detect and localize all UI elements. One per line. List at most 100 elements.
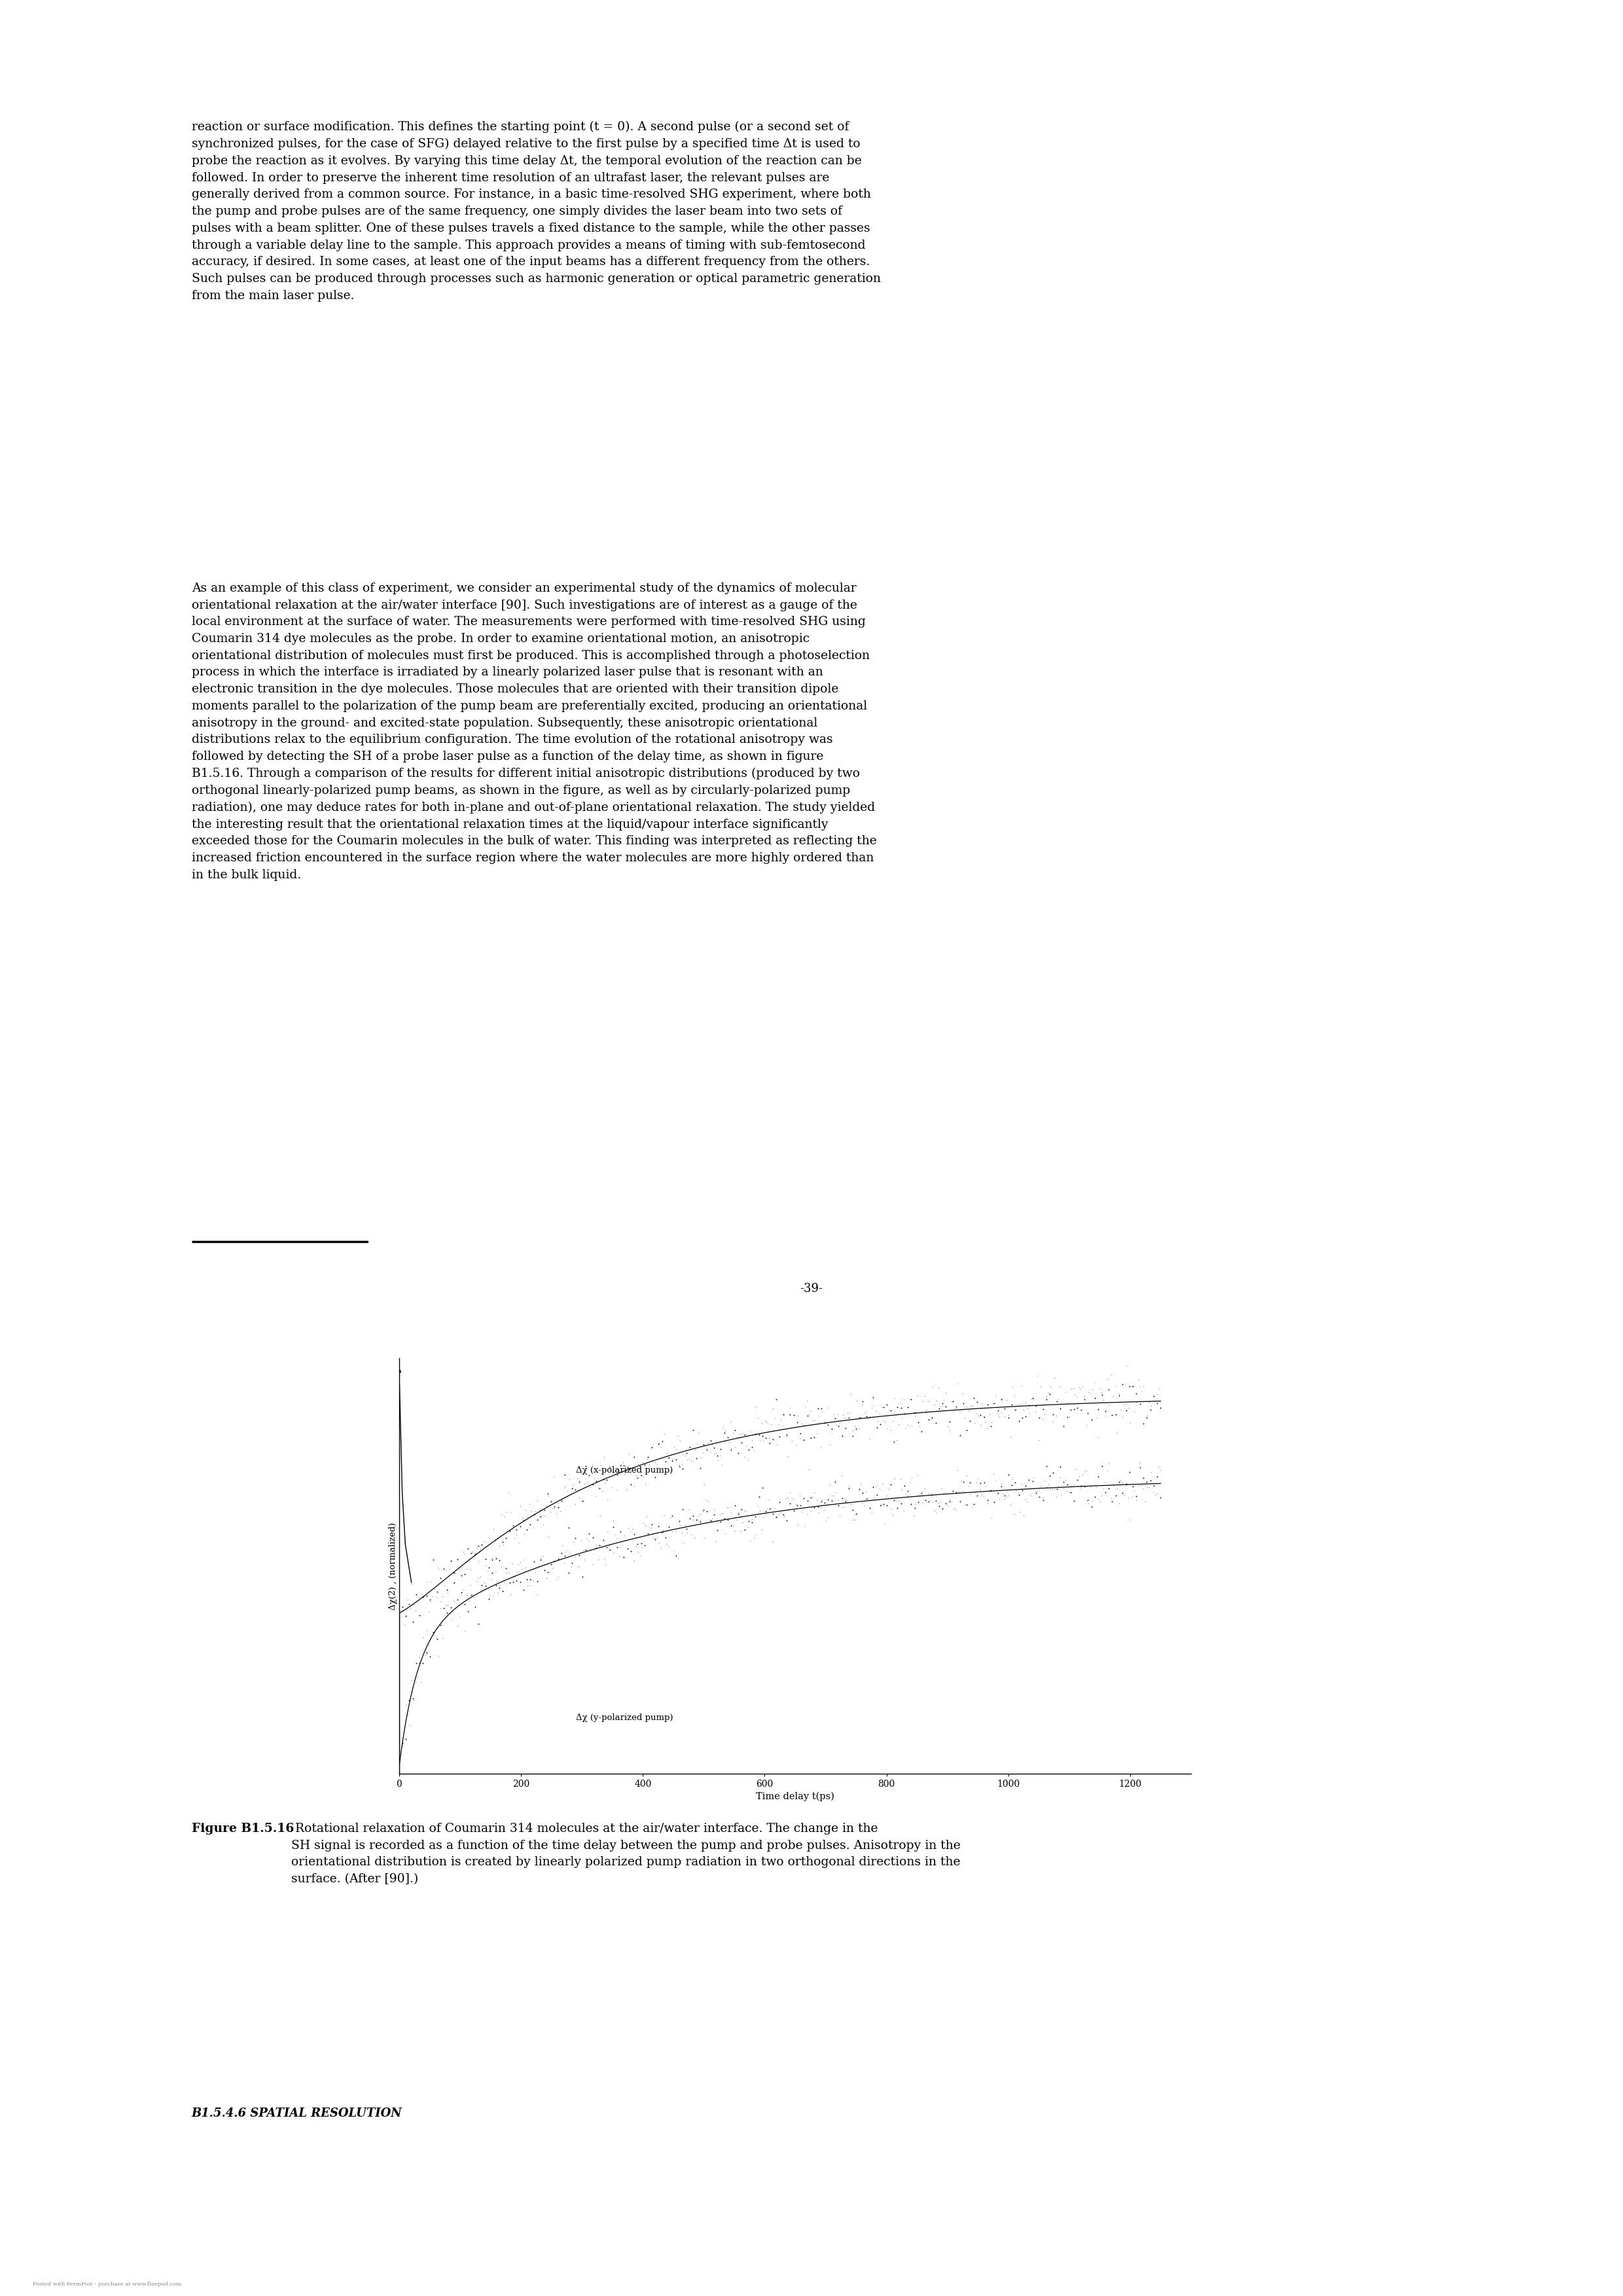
Point (661, 1428, 687, 1465)
Point (1001, 1391, 1027, 1428)
Point (867, 1472, 893, 1508)
Point (854, 1474, 880, 1511)
Point (893, 1410, 919, 1446)
Point (1117, 1502, 1143, 1538)
Point (656, 1440, 682, 1476)
Point (725, 1495, 751, 1531)
Point (690, 1426, 716, 1463)
Point (727, 1513, 753, 1550)
Point (1099, 1357, 1125, 1394)
Point (774, 1417, 800, 1453)
Point (974, 1387, 1000, 1424)
Point (813, 1502, 839, 1538)
Point (665, 1541, 691, 1577)
Point (1068, 1391, 1094, 1428)
Point (493, 1520, 519, 1557)
Point (534, 1559, 560, 1596)
Point (683, 1426, 709, 1463)
Point (578, 1469, 604, 1506)
Point (820, 1414, 846, 1451)
Point (430, 1589, 456, 1626)
Point (1016, 1394, 1042, 1430)
Point (1003, 1472, 1029, 1508)
Point (476, 1580, 502, 1616)
Point (818, 1483, 844, 1520)
Point (704, 1511, 730, 1548)
Point (984, 1396, 1010, 1433)
Point (463, 1536, 489, 1573)
Point (669, 1446, 695, 1483)
Point (1134, 1469, 1160, 1506)
Point (591, 1522, 617, 1559)
Point (463, 1589, 489, 1626)
Point (982, 1463, 1008, 1499)
Text: -39-: -39- (800, 1283, 823, 1295)
Point (927, 1488, 953, 1525)
Point (592, 1465, 618, 1502)
Point (412, 1637, 438, 1674)
Point (971, 1465, 997, 1502)
Text: As an example of this class of experiment, we consider an experimental study of : As an example of this class of experimen… (192, 583, 876, 882)
Point (850, 1394, 876, 1430)
Point (1057, 1398, 1083, 1435)
Point (401, 1683, 427, 1720)
Point (1120, 1479, 1146, 1515)
Point (933, 1387, 959, 1424)
Point (816, 1467, 842, 1504)
Point (466, 1543, 492, 1580)
Point (424, 1619, 450, 1655)
Point (959, 1488, 985, 1525)
Point (787, 1488, 813, 1525)
Point (675, 1515, 701, 1552)
Point (823, 1463, 849, 1499)
Point (805, 1389, 831, 1426)
Point (420, 1541, 446, 1577)
Point (779, 1481, 805, 1518)
Point (868, 1486, 894, 1522)
Point (859, 1389, 885, 1426)
Point (476, 1550, 502, 1587)
Point (964, 1465, 990, 1502)
Point (523, 1554, 549, 1591)
Point (618, 1465, 644, 1502)
Point (781, 1396, 807, 1433)
Point (1045, 1467, 1071, 1504)
Point (649, 1513, 675, 1550)
Point (482, 1522, 508, 1559)
Point (527, 1538, 553, 1575)
Point (993, 1479, 1019, 1515)
Point (601, 1508, 626, 1545)
Point (815, 1481, 841, 1518)
Point (790, 1407, 816, 1444)
Point (1092, 1394, 1118, 1430)
Point (680, 1442, 706, 1479)
Point (781, 1410, 807, 1446)
Point (615, 1449, 641, 1486)
Point (562, 1486, 588, 1522)
Point (742, 1499, 768, 1536)
Point (881, 1460, 907, 1497)
Point (1058, 1391, 1084, 1428)
Point (1134, 1463, 1160, 1499)
Point (599, 1527, 625, 1564)
Point (977, 1396, 1003, 1433)
Point (677, 1490, 703, 1527)
Point (417, 1639, 443, 1676)
Point (763, 1499, 789, 1536)
Point (1050, 1469, 1076, 1506)
Point (870, 1389, 896, 1426)
Point (1014, 1391, 1040, 1428)
Point (1050, 1407, 1076, 1444)
Point (613, 1522, 639, 1559)
Point (949, 1384, 975, 1421)
Point (982, 1378, 1008, 1414)
Point (787, 1414, 813, 1451)
Point (555, 1531, 581, 1568)
Point (1024, 1474, 1050, 1511)
Point (506, 1488, 532, 1525)
Point (398, 1706, 424, 1743)
Point (906, 1405, 932, 1442)
Point (914, 1483, 940, 1520)
Point (1065, 1389, 1091, 1426)
Point (972, 1467, 998, 1504)
